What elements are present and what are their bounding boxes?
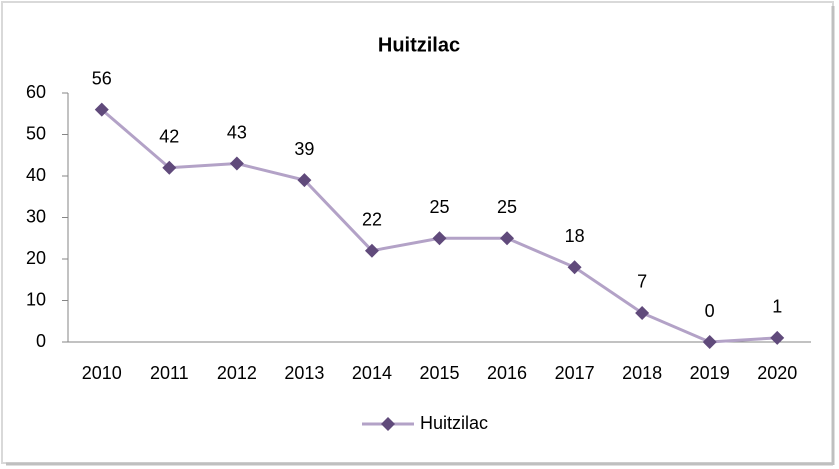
- y-tick-label: 30: [26, 206, 46, 226]
- data-label: 0: [705, 301, 715, 321]
- x-tick-label: 2017: [555, 363, 595, 383]
- y-tick-label: 20: [26, 248, 46, 268]
- data-label: 25: [497, 197, 517, 217]
- x-tick-label: 2010: [82, 363, 122, 383]
- marker: [635, 305, 650, 320]
- legend-label: Huitzilac: [420, 413, 488, 433]
- data-label: 43: [227, 122, 247, 142]
- data-label: 1: [772, 297, 782, 317]
- marker: [94, 102, 109, 117]
- data-label: 56: [92, 68, 112, 88]
- y-tick-label: 0: [36, 331, 46, 351]
- marker: [702, 335, 717, 349]
- y-tick-label: 40: [26, 165, 46, 185]
- y-tick-label: 50: [26, 123, 46, 143]
- marker: [364, 243, 379, 258]
- y-tick-label: 60: [26, 82, 46, 102]
- marker: [229, 156, 244, 171]
- y-tick-label: 10: [26, 289, 46, 309]
- marker: [770, 330, 785, 345]
- marker: [500, 231, 515, 246]
- data-label: 7: [637, 272, 647, 292]
- data-label: 22: [362, 209, 382, 229]
- x-tick-label: 2019: [690, 363, 730, 383]
- x-tick-label: 2013: [284, 363, 324, 383]
- marker: [297, 173, 312, 188]
- x-tick-label: 2018: [622, 363, 662, 383]
- marker: [432, 231, 447, 246]
- legend-marker: [381, 417, 395, 431]
- x-tick-label: 2015: [419, 363, 459, 383]
- data-label: 39: [294, 139, 314, 159]
- data-label: 18: [565, 226, 585, 246]
- marker: [567, 260, 582, 275]
- x-tick-label: 2016: [487, 363, 527, 383]
- x-tick-label: 2011: [150, 363, 189, 383]
- x-tick-label: 2020: [757, 363, 797, 383]
- data-label: 25: [429, 197, 449, 217]
- x-tick-label: 2012: [217, 363, 257, 383]
- marker: [162, 160, 177, 175]
- x-tick-label: 2014: [352, 363, 392, 383]
- chart-title: Huitzilac: [378, 34, 460, 56]
- data-label: 42: [159, 126, 179, 146]
